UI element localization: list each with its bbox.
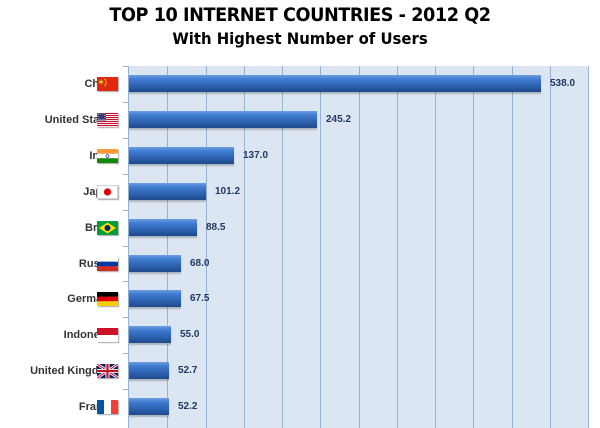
category-label-united-kingdom: United Kingdom xyxy=(30,365,115,377)
germany-flag-icon xyxy=(97,292,118,306)
value-label-france: 52.2 xyxy=(178,401,198,412)
bar-france xyxy=(129,398,169,415)
value-label-indonesia: 55.0 xyxy=(180,329,200,340)
value-label-india: 137.0 xyxy=(243,150,269,161)
gridline xyxy=(167,66,168,428)
bar-united-states xyxy=(129,111,317,128)
gridline xyxy=(397,66,398,428)
bar-china xyxy=(129,75,541,92)
gridline xyxy=(320,66,321,428)
axis-tick xyxy=(123,389,129,390)
value-label-japan: 101.2 xyxy=(215,186,241,197)
bar-brazil xyxy=(129,219,197,236)
france-flag-icon xyxy=(97,400,118,414)
axis-tick xyxy=(123,138,129,139)
y-axis xyxy=(128,66,129,428)
japan-flag-icon xyxy=(97,185,118,199)
gridline xyxy=(359,66,360,428)
gridline xyxy=(206,66,207,428)
axis-tick xyxy=(123,210,129,211)
bar-united-kingdom xyxy=(129,362,169,379)
bar-russia xyxy=(129,255,181,272)
gridline xyxy=(282,66,283,428)
gridline xyxy=(588,66,589,428)
value-label-germany: 67.5 xyxy=(190,293,210,304)
bar-indonesia xyxy=(129,326,171,343)
us-flag-icon xyxy=(97,113,118,127)
bar-japan xyxy=(129,183,206,200)
gridline xyxy=(473,66,474,428)
axis-tick xyxy=(123,102,129,103)
axis-tick xyxy=(123,174,129,175)
bar-germany xyxy=(129,290,181,307)
axis-tick xyxy=(123,281,129,282)
value-label-united-kingdom: 52.7 xyxy=(178,365,198,376)
axis-tick xyxy=(123,353,129,354)
gridline xyxy=(435,66,436,428)
gridline xyxy=(550,66,551,428)
india-flag-icon xyxy=(97,149,118,163)
value-label-united-states: 245.2 xyxy=(326,114,352,125)
chart-subtitle: With Highest Number of Users xyxy=(172,29,428,48)
china-flag-icon xyxy=(97,77,118,91)
axis-tick xyxy=(123,66,129,67)
value-label-brazil: 88.5 xyxy=(206,222,226,233)
axis-tick xyxy=(123,246,129,247)
gridline xyxy=(512,66,513,428)
russia-flag-icon xyxy=(97,257,118,271)
indonesia-flag-icon xyxy=(97,328,118,342)
uk-flag-icon xyxy=(97,364,118,378)
value-label-china: 538.0 xyxy=(550,78,576,89)
bar-india xyxy=(129,147,234,164)
brazil-flag-icon xyxy=(97,221,118,235)
axis-tick xyxy=(123,317,129,318)
value-label-russia: 68.0 xyxy=(190,258,210,269)
chart-title: TOP 10 INTERNET COUNTRIES - 2012 Q2 xyxy=(109,4,491,26)
gridline xyxy=(244,66,245,428)
